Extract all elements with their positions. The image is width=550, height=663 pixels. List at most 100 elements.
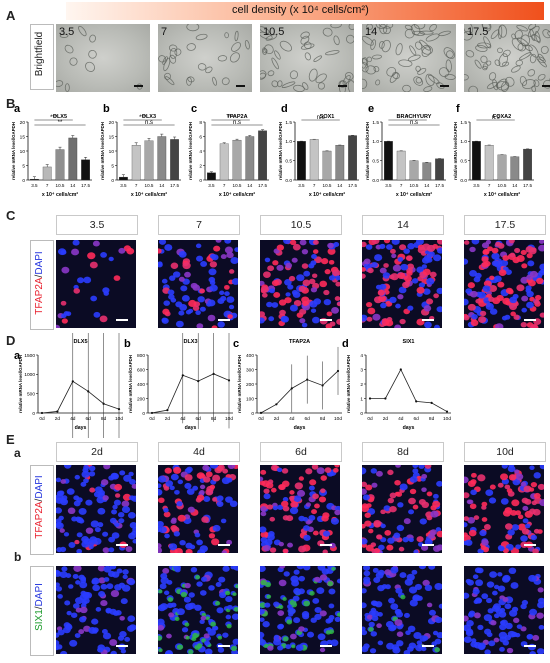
bar [309, 139, 319, 181]
x-tick-label: 0d [258, 416, 264, 422]
y-tick-label: 1500 [24, 353, 35, 359]
series-line [370, 368, 448, 412]
brightfield-row-label: Brightfield [34, 31, 45, 77]
x-tick-label: 2d [383, 416, 389, 422]
scale-bar [422, 319, 434, 321]
scale-bar [116, 319, 128, 321]
y-tick-label: 200 [137, 396, 145, 402]
scale-bar [422, 645, 434, 647]
series-line [41, 380, 120, 414]
x-tick-label: 17.5 [348, 183, 357, 188]
x-tick-label: 7 [313, 183, 316, 188]
y-axis-label: relative mRNA level/GAPDH [100, 122, 105, 180]
x-tick-label: 7 [488, 183, 491, 188]
x-tick-label: 6d [414, 416, 420, 422]
x-tick-label: 10.5 [410, 183, 419, 188]
x-tick-label: 17.5 [523, 183, 532, 188]
x-tick-label: 7 [400, 183, 403, 188]
y-tick-label: 1.0 [372, 139, 379, 145]
y-axis-label: relative mRNA level/GAPDH [237, 355, 242, 413]
scale-bar [320, 645, 332, 647]
data-point [430, 401, 433, 404]
bar [81, 159, 90, 181]
bar [68, 137, 78, 181]
y-axis-label: relative mRNA level/GAPDH [188, 122, 193, 180]
x-tick-label: 6d [196, 416, 202, 422]
chart-title: DLX5 [73, 339, 87, 345]
y-tick-label: 20 [109, 120, 115, 126]
y-tick-label: 100 [246, 396, 254, 402]
y-tick-label: 200 [246, 382, 254, 388]
subpanel-letter: b [103, 103, 110, 115]
cell-density-gradient-bar [66, 2, 544, 20]
x-tick-label: 10d [443, 416, 451, 422]
bar [219, 143, 229, 181]
y-tick-label: 6 [199, 134, 202, 140]
data-point [445, 410, 449, 413]
panel-c-tfap2a-image-1 [158, 240, 238, 328]
x-tick-label: 6d [305, 416, 311, 422]
panel-c-tfap2a-image-3 [362, 240, 442, 328]
panel-a-letter: A [6, 8, 16, 23]
data-point [197, 380, 200, 383]
bar [144, 140, 154, 181]
panel-e-tfap2a-image-3 [362, 465, 442, 553]
brightfield-image-4: 17.5 [464, 24, 550, 92]
x-tick-label: 3.5 [473, 183, 480, 188]
y-tick-label: 2 [199, 163, 202, 169]
brightfield-image-3: 14 [362, 24, 456, 92]
panel-e-day-label-4: 10d [464, 442, 546, 462]
chart-title: DLX3 [142, 114, 156, 120]
y-tick-label: 0.0 [460, 178, 467, 184]
x-tick-label: 17.5 [258, 183, 267, 188]
brightfield-density-label-4: 17.5 [467, 26, 489, 38]
data-point [166, 409, 169, 412]
panel-e-row-a-label-box [30, 465, 54, 555]
line-chart-tfap2a: c TFAP2A 0 100 200 300 400 0d 2d 4d 6d 8d 10d days rel… [233, 338, 342, 431]
scale-bar [542, 85, 550, 87]
subpanel-letter: d [342, 338, 349, 350]
data-point [399, 368, 402, 371]
scale-bar [422, 544, 434, 546]
y-tick-label: 1.0 [285, 139, 292, 145]
scale-bar [218, 645, 230, 647]
bar [435, 158, 444, 181]
y-tick-label: 3 [360, 367, 363, 373]
data-point [56, 410, 59, 413]
bar [42, 166, 52, 181]
panel-e-letter: E [6, 432, 15, 447]
chart-title: SOX1 [320, 114, 335, 120]
series-line [151, 373, 230, 414]
data-point [290, 387, 293, 390]
scale-bar [236, 85, 245, 87]
x-tick-label: 7 [135, 183, 138, 188]
bar [335, 145, 345, 181]
bar [396, 150, 406, 181]
subpanel-letter: d [281, 103, 288, 115]
panel-e-day-label-1: 4d [158, 442, 240, 462]
scale-bar [338, 85, 347, 87]
data-point [336, 369, 340, 373]
y-tick-label: 5 [22, 163, 25, 169]
significance-label: *** [227, 115, 235, 121]
panel-e-tfap2a-image-4 [464, 465, 544, 553]
panel-e-day-label-2: 6d [260, 442, 342, 462]
y-tick-label: 300 [246, 367, 254, 373]
panel-b-letter: B [6, 96, 16, 111]
data-point [259, 411, 263, 414]
significance-label: *** [50, 115, 58, 121]
x-tick-label: 14 [70, 183, 76, 188]
x-axis-label: x 10⁴ cells/cm² [42, 192, 79, 198]
brightfield-image-0: 3.5 [56, 24, 150, 92]
brightfield-density-label-1: 7 [161, 26, 168, 38]
panel-e-six1-image-1 [158, 566, 238, 654]
y-tick-label: 0.5 [460, 158, 467, 164]
data-point [384, 397, 387, 400]
scale-bar [218, 544, 230, 546]
x-tick-label: 4d [70, 416, 76, 422]
x-tick-label: 10.5 [233, 183, 242, 188]
x-tick-label: 10d [225, 416, 233, 422]
brightfield-density-label-3: 14 [365, 26, 378, 38]
